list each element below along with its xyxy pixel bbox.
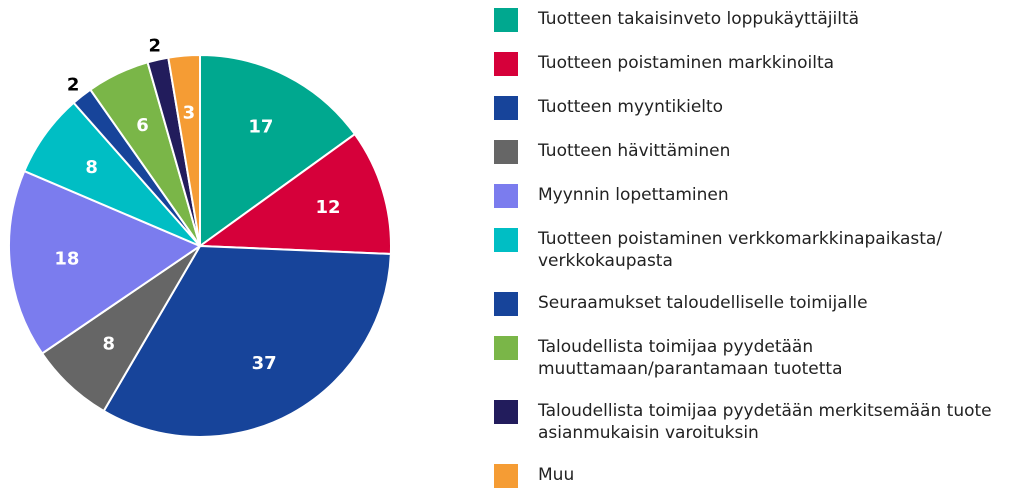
legend-item: Tuotteen poistaminen markkinoilta [494, 52, 1024, 76]
legend: Tuotteen takaisinveto loppukäyttäjiltä Tu… [494, 8, 1024, 488]
value-label: 8 [103, 333, 116, 354]
legend-label: Myynnin lopettaminen [538, 185, 729, 205]
legend-item: Muu [494, 464, 1024, 488]
pie-slice [102, 244, 392, 438]
value-label: 6 [136, 115, 149, 136]
legend-swatch [494, 292, 518, 316]
value-label: 2 [67, 74, 80, 95]
legend-label: Taloudellista toimijaa pyydetään muuttam… [538, 337, 843, 379]
legend-swatch [494, 184, 518, 208]
pie-slice [197, 132, 392, 256]
legend-swatch [494, 8, 518, 32]
legend-item: Taloudellista toimijaa pyydetään merkits… [494, 400, 1024, 444]
pie-slice [199, 53, 357, 248]
legend-swatch [494, 52, 518, 76]
value-label: 17 [248, 116, 273, 137]
value-label: 2 [149, 36, 162, 57]
legend-label: Muu [538, 465, 575, 485]
legend-label: Tuotteen poistaminen markkinoilta [538, 53, 835, 73]
legend-swatch [494, 96, 518, 120]
legend-label: Tuotteen hävittäminen [538, 141, 731, 161]
legend-item: Tuotteen hävittäminen [494, 140, 1024, 164]
pie-chart: 17 12 37 8 18 8 2 6 2 3 [8, 36, 392, 438]
legend-label: Taloudellista toimijaa pyydetään merkits… [538, 401, 992, 443]
legend-swatch [494, 336, 518, 360]
legend-item: Tuotteen myyntikielto [494, 96, 1024, 120]
value-label: 3 [183, 102, 196, 123]
legend-swatch [494, 140, 518, 164]
legend-label: Tuotteen myyntikielto [538, 97, 724, 117]
value-label: 12 [316, 197, 341, 218]
legend-item: Tuotteen poistaminen verkkomarkkinapaika… [494, 228, 1024, 272]
legend-swatch [494, 400, 518, 424]
value-label: 37 [252, 353, 277, 374]
pie-slice [167, 53, 201, 247]
legend-swatch [494, 228, 518, 252]
legend-item: Tuotteen takaisinveto loppukäyttäjiltä [494, 8, 1024, 32]
legend-item: Taloudellista toimijaa pyydetään muuttam… [494, 336, 1024, 380]
legend-item: Myynnin lopettaminen [494, 184, 1024, 208]
pie-slice [8, 169, 203, 355]
value-label: 8 [85, 157, 98, 178]
legend-swatch [494, 464, 518, 488]
legend-label: Seuraamukset taloudelliselle toimijalle [538, 293, 868, 313]
legend-label: Tuotteen takaisinveto loppukäyttäjiltä [538, 9, 860, 29]
legend-label: Tuotteen poistaminen verkkomarkkinapaika… [538, 229, 943, 271]
value-label: 18 [54, 248, 79, 269]
legend-item: Seuraamukset taloudelliselle toimijalle [494, 292, 1024, 316]
